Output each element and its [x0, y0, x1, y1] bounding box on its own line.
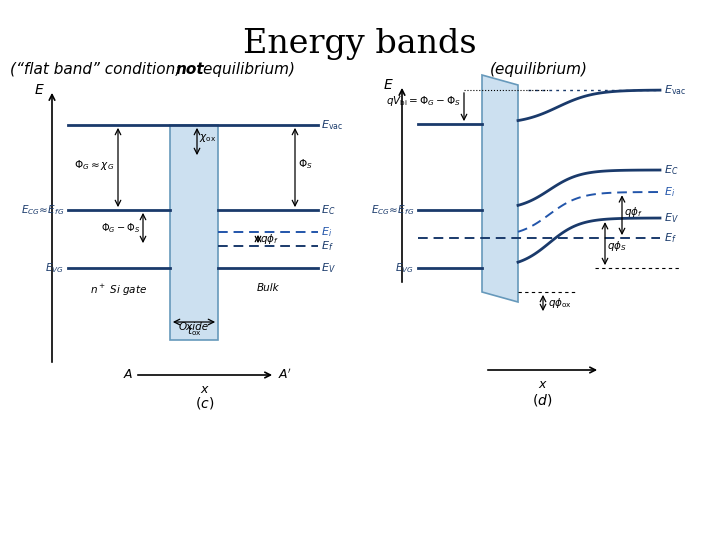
- Text: $q\phi_\mathrm{ox}$: $q\phi_\mathrm{ox}$: [548, 296, 572, 310]
- Text: $E_i$: $E_i$: [321, 225, 332, 239]
- Text: $\Phi_G \approx \chi_G$: $\Phi_G \approx \chi_G$: [73, 158, 114, 172]
- Text: $x$: $x$: [538, 378, 547, 391]
- Text: Oxide: Oxide: [179, 322, 209, 332]
- Text: (“flat band” condition;: (“flat band” condition;: [10, 62, 184, 77]
- Text: $E_V$: $E_V$: [664, 211, 679, 225]
- Text: $n^+$ Si gate: $n^+$ Si gate: [91, 283, 148, 298]
- Text: (equilibrium): (equilibrium): [490, 62, 588, 77]
- Text: $x$: $x$: [200, 383, 210, 396]
- Text: $\Phi_G - \Phi_S$: $\Phi_G - \Phi_S$: [101, 221, 140, 235]
- Text: $E_f$: $E_f$: [664, 231, 677, 245]
- Text: $E_C$: $E_C$: [664, 163, 678, 177]
- Polygon shape: [482, 75, 518, 302]
- Text: $E_i$: $E_i$: [664, 185, 675, 199]
- Text: not: not: [176, 62, 204, 77]
- Text: equilibrium): equilibrium): [200, 62, 295, 77]
- Text: $E_{VG}$: $E_{VG}$: [395, 261, 414, 275]
- Text: $E_f$: $E_f$: [321, 239, 334, 253]
- Text: $E_C$: $E_C$: [321, 203, 336, 217]
- Text: $t_\mathrm{ox}$: $t_\mathrm{ox}$: [186, 324, 202, 338]
- Text: A$'$: A$'$: [278, 368, 292, 382]
- Text: $E$: $E$: [383, 78, 394, 92]
- Text: $E$: $E$: [35, 83, 45, 97]
- Text: Energy bands: Energy bands: [243, 28, 477, 60]
- Text: $(d)$: $(d)$: [532, 392, 553, 408]
- Bar: [170, 125, 218, 340]
- Text: $(c)$: $(c)$: [195, 395, 215, 411]
- Text: $E_V$: $E_V$: [321, 261, 336, 275]
- Text: $q\phi_S$: $q\phi_S$: [607, 239, 627, 253]
- Text: $E_{CG}\!\approx\!E_{fG}$: $E_{CG}\!\approx\!E_{fG}$: [371, 203, 414, 217]
- Text: $E_{CG}\!\approx\!E_{fG}$: $E_{CG}\!\approx\!E_{fG}$: [21, 203, 64, 217]
- Text: $\chi_\mathrm{ox}$: $\chi_\mathrm{ox}$: [199, 132, 216, 144]
- Text: $E_\mathrm{vac}$: $E_\mathrm{vac}$: [321, 118, 343, 132]
- Text: $E_{VG}$: $E_{VG}$: [45, 261, 64, 275]
- Text: $qV_\mathrm{bi} = \Phi_G - \Phi_S$: $qV_\mathrm{bi} = \Phi_G - \Phi_S$: [386, 94, 461, 108]
- Text: $E_\mathrm{vac}$: $E_\mathrm{vac}$: [664, 83, 686, 97]
- Text: $q\phi_f$: $q\phi_f$: [260, 232, 279, 246]
- Text: Bulk: Bulk: [257, 283, 279, 293]
- Text: $\Phi_S$: $\Phi_S$: [298, 158, 312, 171]
- Text: $q\phi_f$: $q\phi_f$: [624, 205, 643, 219]
- Text: A: A: [124, 368, 132, 381]
